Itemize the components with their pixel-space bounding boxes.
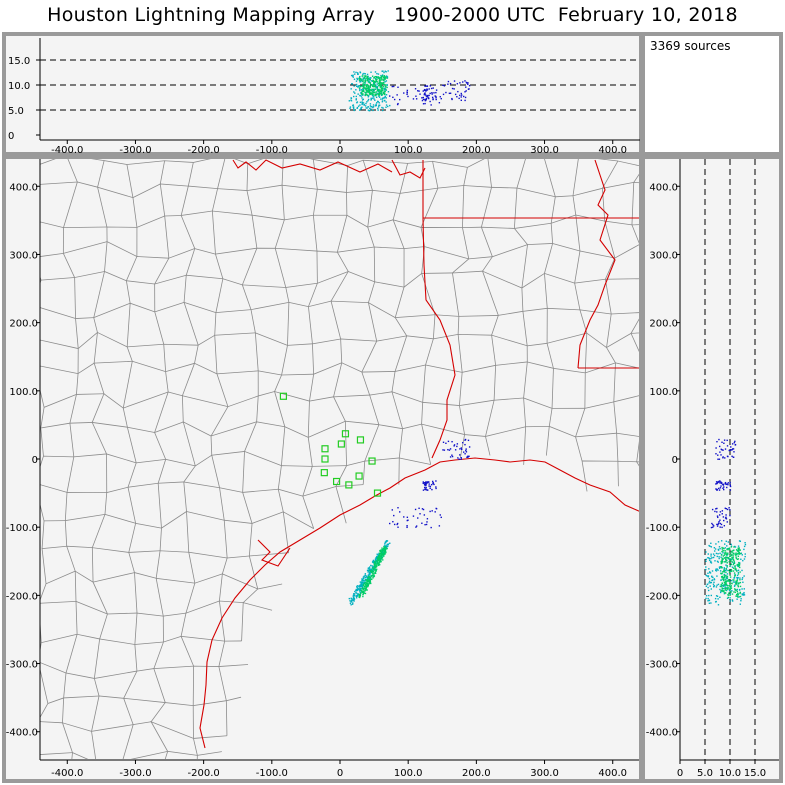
side-y-tick: -300.0	[646, 660, 678, 671]
map-y-tick: -400.0	[6, 728, 38, 739]
side-y-tick: 0	[672, 455, 678, 466]
station-marker	[341, 430, 350, 438]
top-altitude-gridlines	[40, 59, 640, 111]
map-y-tick: -100.0	[6, 523, 38, 534]
map-x-tick: -400.0	[51, 768, 83, 779]
station-marker	[321, 455, 329, 463]
top-x-axis: -400.0 -300.0 -200.0 -100.0 0 100.0 200.0 300.0…	[40, 139, 640, 156]
side-y-tick: -200.0	[646, 591, 678, 602]
top-alt-axis: 0 5.0 10.0 15.0	[8, 38, 41, 142]
county-boundaries	[40, 159, 640, 759]
map-y-tick: 300.0	[9, 250, 38, 261]
state-boundaries	[232, 159, 640, 459]
map-source-points	[348, 438, 471, 606]
top-x-tick: 400.0	[598, 145, 627, 156]
map-y-axis: 400.0 300.0 200.0 100.0 0 -100.0 -200.0 -300.0 -…	[6, 159, 41, 760]
map-y-tick: -200.0	[6, 591, 38, 602]
top-alt-tick: 15.0	[8, 56, 30, 67]
top-alt-tick: 0	[8, 131, 14, 142]
info-panel: 3369 sources	[641, 32, 783, 156]
map-x-tick: 0	[337, 768, 343, 779]
top-panel: -400.0 -300.0 -200.0 -100.0 0 100.0 200.0 300.0…	[2, 32, 643, 156]
station-marker	[320, 469, 328, 477]
map-x-tick: -300.0	[119, 768, 151, 779]
station-marker	[368, 457, 376, 465]
top-x-tick: -100.0	[256, 145, 288, 156]
side-y-tick: 200.0	[649, 319, 678, 330]
side-alt-tick: 15.0	[744, 768, 766, 779]
plot-title: Houston Lightning Mapping Array 1900-200…	[47, 4, 738, 26]
top-x-tick: 200.0	[462, 145, 491, 156]
map-panel: -400.0 -300.0 -200.0 -100.0 0 100.0 200.0 300.0…	[2, 155, 643, 783]
station-marker	[373, 489, 382, 497]
station-marker	[332, 477, 341, 486]
map-y-tick: 200.0	[9, 319, 38, 330]
side-altitude-gridlines	[704, 159, 756, 760]
side-y-tick: -100.0	[646, 523, 678, 534]
coastline	[199, 457, 640, 749]
map-x-tick: -200.0	[188, 768, 220, 779]
side-alt-tick: 5.0	[697, 768, 713, 779]
station-marker	[355, 472, 363, 480]
top-x-tick: -400.0	[51, 145, 83, 156]
map-x-tick: 400.0	[598, 768, 627, 779]
map-y-tick: 100.0	[9, 387, 38, 398]
side-panel: 0 5.0 10.0 15.0 400.0 300.0 200.0 100.0 0 -100.0…	[641, 155, 783, 783]
top-x-tick: -200.0	[188, 145, 220, 156]
side-alt-tick: 10.0	[719, 768, 741, 779]
station-marker	[337, 440, 345, 448]
side-source-points	[705, 438, 747, 606]
station-marker	[321, 445, 329, 453]
top-x-tick: -300.0	[119, 145, 151, 156]
map-x-axis: -400.0 -300.0 -200.0 -100.0 0 100.0 200.0 300.0…	[40, 759, 640, 779]
side-y-tick: -400.0	[646, 728, 678, 739]
top-source-points	[348, 70, 471, 112]
lma-stations	[279, 392, 382, 497]
map-x-tick: -100.0	[256, 768, 288, 779]
station-marker	[356, 436, 365, 444]
top-alt-tick: 10.0	[8, 81, 30, 92]
station-marker	[279, 392, 288, 400]
side-y-tick: 100.0	[649, 387, 678, 398]
map-y-tick: 0	[32, 455, 38, 466]
side-alt-tick: 0	[677, 768, 683, 779]
sources-count: 3369 sources	[650, 39, 730, 53]
top-x-tick: 300.0	[530, 145, 559, 156]
top-x-tick: 0	[337, 145, 343, 156]
map-y-tick: 400.0	[9, 182, 38, 193]
side-y-axis: 400.0 300.0 200.0 100.0 0 -100.0 -200.0 -300.0 -…	[646, 159, 681, 760]
side-y-tick: 400.0	[649, 182, 678, 193]
map-y-tick: -300.0	[6, 660, 38, 671]
map-x-tick: 100.0	[394, 768, 423, 779]
station-marker	[345, 481, 353, 489]
side-y-tick: 300.0	[649, 250, 678, 261]
map-x-tick: 300.0	[530, 768, 559, 779]
side-alt-axis: 0 5.0 10.0 15.0	[677, 759, 780, 779]
top-x-tick: 100.0	[394, 145, 423, 156]
top-alt-tick: 5.0	[8, 106, 24, 117]
map-x-tick: 200.0	[462, 768, 491, 779]
